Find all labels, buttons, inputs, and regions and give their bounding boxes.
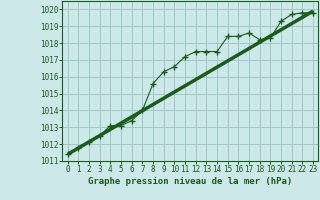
X-axis label: Graphe pression niveau de la mer (hPa): Graphe pression niveau de la mer (hPa) [88,177,292,186]
